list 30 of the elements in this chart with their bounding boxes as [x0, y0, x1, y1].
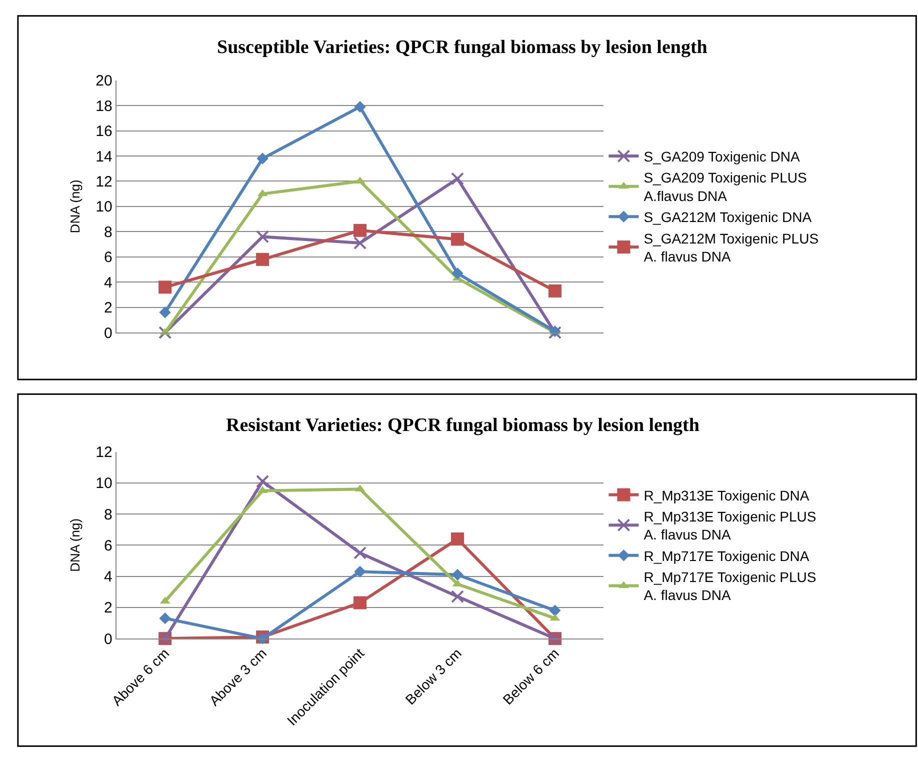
chart-title: Resistant Varieties: QPCR fungal biomass by lesion length: [226, 415, 700, 436]
legend-label: S_GA212M Toxigenic PLUS A. flavus DNA: [644, 230, 819, 265]
y-tick-label: 6: [104, 537, 112, 554]
legend-label: R_Mp717E Toxigenic PLUS A. flavus DNA: [644, 569, 816, 604]
y-axis-title: DNA (ng): [68, 518, 83, 572]
y-tick-label: 2: [104, 300, 112, 317]
y-tick-label: 14: [96, 148, 112, 166]
y-tick-label: 20: [96, 72, 112, 90]
y-tick-label: 2: [104, 600, 112, 617]
y-tick-label: 10: [96, 475, 112, 492]
legend-label: S_GA209 Toxigenic PLUS A.flavus DNA: [644, 170, 807, 204]
y-tick-label: 4: [104, 568, 112, 586]
y-tick-label: 16: [96, 123, 112, 140]
y-tick-label: 18: [96, 98, 112, 115]
legend-label: S_GA209 Toxigenic DNA: [644, 148, 801, 165]
y-tick-label: 6: [104, 249, 112, 266]
y-axis-title: DNA (ng): [68, 180, 83, 234]
y-tick-label: 10: [96, 198, 112, 216]
y-tick-label: 8: [104, 224, 112, 241]
legend-label: S_GA212M Toxigenic DNA: [644, 209, 812, 226]
y-tick-label: 4: [104, 274, 112, 292]
legend-label: R_Mp313E Toxigenic DNA: [644, 487, 810, 504]
chart-title: Susceptible Varieties: QPCR fungal biomass by lesion length: [217, 37, 708, 58]
y-tick-label: 12: [96, 444, 112, 462]
y-tick-label: 8: [104, 506, 112, 524]
legend-label: R_Mp717E Toxigenic DNA: [644, 548, 810, 564]
y-tick-label: 12: [96, 173, 112, 190]
legend-label: R_Mp313E Toxigenic PLUS A. flavus DNA: [644, 508, 816, 543]
y-tick-label: 0: [104, 630, 112, 648]
y-tick-label: 0: [104, 324, 112, 342]
